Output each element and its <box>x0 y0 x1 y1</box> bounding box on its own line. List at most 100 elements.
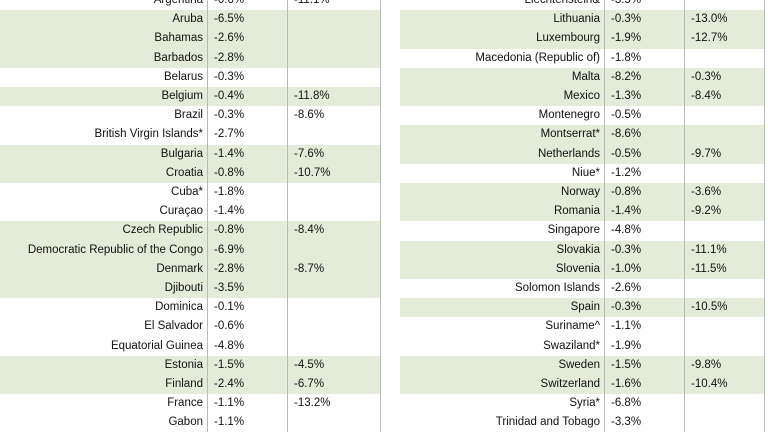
table-row: Suriname^ -1.1% <box>400 317 765 337</box>
value-cell: -11.1% <box>685 240 765 260</box>
country-cell: Argentina <box>0 0 208 11</box>
value-cell: -7.6% <box>288 144 381 164</box>
value-cell: -2.4% <box>208 375 288 395</box>
value-cell: -0.5% <box>605 144 685 164</box>
value-cell: -0.3% <box>685 67 765 87</box>
country-cell: Cuba* <box>0 183 208 203</box>
value-cell: -13.2% <box>288 394 381 414</box>
value-cell: -13.0% <box>685 10 765 30</box>
table-row: Bulgaria -1.4% -7.6% <box>0 144 381 164</box>
country-cell: Czech Republic <box>0 221 208 241</box>
value-cell: -8.4% <box>685 87 765 107</box>
value-cell: -11.8% <box>288 87 381 107</box>
value-cell <box>685 317 765 337</box>
country-cell: Spain <box>400 298 605 318</box>
table-row: Finland -2.4% -6.7% <box>0 375 381 395</box>
value-cell <box>288 298 381 318</box>
value-cell: -0.5% <box>605 106 685 126</box>
value-cell: -1.2% <box>605 163 685 183</box>
value-cell: -0.8% <box>208 221 288 241</box>
table-row: Cuba* -1.8% <box>0 183 381 203</box>
value-cell: -1.8% <box>605 48 685 68</box>
table-row: El Salvador -0.6% <box>0 317 381 337</box>
table-row: Liechtenstein& -3.5% <box>400 0 765 11</box>
country-cell: Belgium <box>0 87 208 107</box>
value-cell: -0.1% <box>208 298 288 318</box>
value-cell: -1.1% <box>605 317 685 337</box>
value-cell: -1.9% <box>605 29 685 49</box>
country-cell: Netherlands <box>400 144 605 164</box>
table-row: Mexico -1.3% -8.4% <box>400 87 765 107</box>
value-cell <box>288 29 381 49</box>
value-cell: -0.8% <box>208 163 288 183</box>
value-cell: -0.3% <box>605 298 685 318</box>
value-cell: -6.8% <box>605 394 685 414</box>
table-row: Djibouti -3.5% <box>0 279 381 299</box>
country-cell: Montserrat* <box>400 125 605 145</box>
value-cell <box>685 106 765 126</box>
value-cell <box>685 394 765 414</box>
value-cell <box>685 413 765 432</box>
country-cell: Slovenia <box>400 259 605 279</box>
country-cell: Switzerland <box>400 375 605 395</box>
country-cell: Macedonia (Republic of) <box>400 48 605 68</box>
value-cell: -10.7% <box>288 163 381 183</box>
value-cell: -0.6% <box>208 0 288 11</box>
country-cell: Gabon <box>0 413 208 432</box>
value-cell: -1.0% <box>605 259 685 279</box>
table-row: Singapore -4.8% <box>400 221 765 241</box>
country-cell: Montenegro <box>400 106 605 126</box>
table-row: Croatia -0.8% -10.7% <box>0 163 381 183</box>
value-cell <box>288 183 381 203</box>
table-row: Netherlands -0.5% -9.7% <box>400 144 765 164</box>
value-cell: -10.4% <box>685 375 765 395</box>
table-row: Syria* -6.8% <box>400 394 765 414</box>
table-row: British Virgin Islands* -2.7% <box>0 125 381 145</box>
country-cell: Norway <box>400 183 605 203</box>
country-cell: Syria* <box>400 394 605 414</box>
value-cell: -9.2% <box>685 202 765 222</box>
value-cell: -1.5% <box>208 355 288 375</box>
value-cell: -1.4% <box>208 144 288 164</box>
table-row: Brazil -0.3% -8.6% <box>0 106 381 126</box>
value-cell <box>288 125 381 145</box>
table-row: Belarus -0.3% <box>0 67 381 87</box>
value-cell: -2.8% <box>208 48 288 68</box>
table-row: Slovenia -1.0% -11.5% <box>400 259 765 279</box>
value-cell: -4.8% <box>208 336 288 356</box>
country-cell: Equatorial Guinea <box>0 336 208 356</box>
country-cell: Sweden <box>400 355 605 375</box>
value-cell: -9.7% <box>685 144 765 164</box>
value-cell: -4.8% <box>605 221 685 241</box>
table-row: Argentina -0.6% -11.1% <box>0 0 381 11</box>
country-cell: Suriname^ <box>400 317 605 337</box>
value-cell: -3.6% <box>685 183 765 203</box>
value-cell: -2.8% <box>208 259 288 279</box>
table-row: Luxembourg -1.9% -12.7% <box>400 29 765 49</box>
table-row: Swaziland* -1.9% <box>400 336 765 356</box>
table-row: Niue* -1.2% <box>400 163 765 183</box>
country-cell: Slovakia <box>400 240 605 260</box>
value-cell: -0.3% <box>208 106 288 126</box>
value-cell: -0.3% <box>605 10 685 30</box>
country-cell: Belarus <box>0 67 208 87</box>
value-cell: -8.6% <box>605 125 685 145</box>
value-cell: -0.3% <box>605 240 685 260</box>
table-row: Czech Republic -0.8% -8.4% <box>0 221 381 241</box>
country-cell: Swaziland* <box>400 336 605 356</box>
value-cell <box>288 10 381 30</box>
value-cell: -0.4% <box>208 87 288 107</box>
value-cell: -8.6% <box>288 106 381 126</box>
value-cell: -0.3% <box>208 67 288 87</box>
value-cell <box>685 125 765 145</box>
value-cell: -2.6% <box>605 279 685 299</box>
value-cell: -3.3% <box>605 413 685 432</box>
table-row: Romania -1.4% -9.2% <box>400 202 765 222</box>
table-row: Switzerland -1.6% -10.4% <box>400 375 765 395</box>
country-cell: Liechtenstein& <box>400 0 605 11</box>
value-cell <box>288 317 381 337</box>
value-cell <box>288 240 381 260</box>
table-row: Estonia -1.5% -4.5% <box>0 355 381 375</box>
table-row: Macedonia (Republic of) -1.8% <box>400 48 765 68</box>
